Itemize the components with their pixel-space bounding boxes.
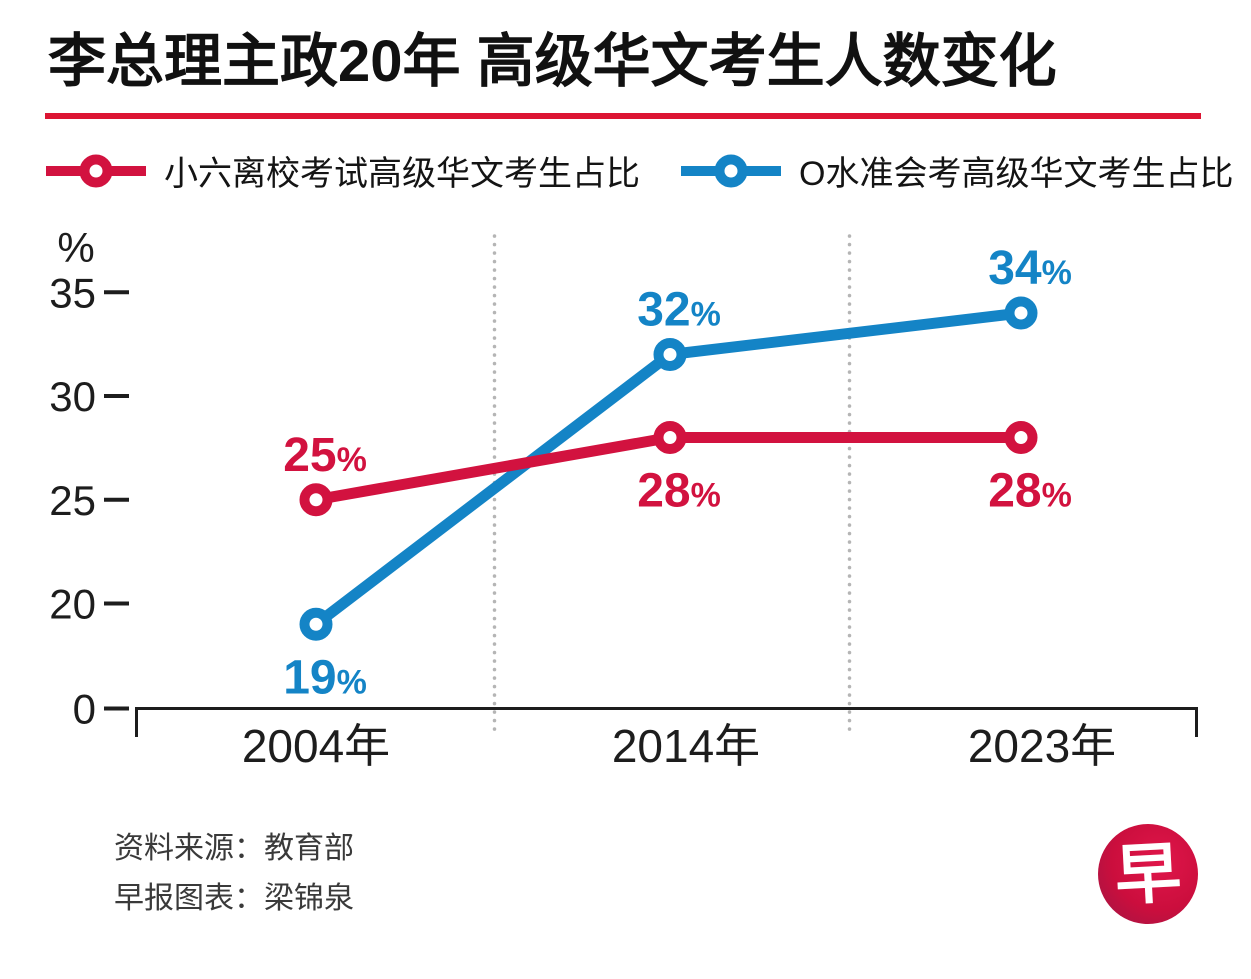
title-divider bbox=[45, 113, 1201, 119]
svg-text:32%: 32% bbox=[637, 284, 721, 337]
svg-text:28%: 28% bbox=[988, 465, 1072, 518]
line-series-marker-icon bbox=[46, 154, 146, 187]
legend-item-psle: 小六离校考试高级华文考生占比 bbox=[44, 146, 640, 195]
source-block: 资料来源：教育部 早报图表：梁锦泉 bbox=[114, 824, 354, 924]
svg-text:34%: 34% bbox=[988, 242, 1072, 295]
svg-text:28%: 28% bbox=[637, 465, 721, 518]
legend: 小六离校考试高级华文考生占比 O水准会考高级华文考生占比 bbox=[0, 146, 1251, 193]
line-series-marker-icon bbox=[681, 154, 781, 187]
svg-text:%: % bbox=[57, 224, 94, 271]
svg-text:20: 20 bbox=[49, 581, 96, 628]
legend-label-psle: 小六离校考试高级华文考生占比 bbox=[164, 155, 640, 193]
legend-item-olevel: O水准会考高级华文考生占比 bbox=[679, 146, 1233, 195]
zaobao-logo: 早 bbox=[1098, 824, 1198, 924]
svg-text:19%: 19% bbox=[283, 651, 367, 704]
credit-line: 早报图表：梁锦泉 bbox=[114, 882, 354, 915]
zaobao-logo-character: 早 bbox=[1113, 835, 1183, 913]
svg-text:2004年: 2004年 bbox=[242, 720, 390, 772]
svg-text:25: 25 bbox=[49, 477, 96, 524]
svg-text:25%: 25% bbox=[283, 429, 367, 482]
svg-text:0: 0 bbox=[73, 686, 96, 733]
page-title: 李总理主政20年 高级华文考生人数变化 bbox=[48, 29, 1057, 94]
source-line: 资料来源：教育部 bbox=[114, 832, 354, 865]
svg-text:30: 30 bbox=[49, 373, 96, 420]
svg-text:2023年: 2023年 bbox=[968, 720, 1116, 772]
svg-text:35: 35 bbox=[49, 269, 96, 316]
legend-label-olevel: O水准会考高级华文考生占比 bbox=[799, 155, 1234, 193]
svg-text:2014年: 2014年 bbox=[612, 720, 760, 772]
